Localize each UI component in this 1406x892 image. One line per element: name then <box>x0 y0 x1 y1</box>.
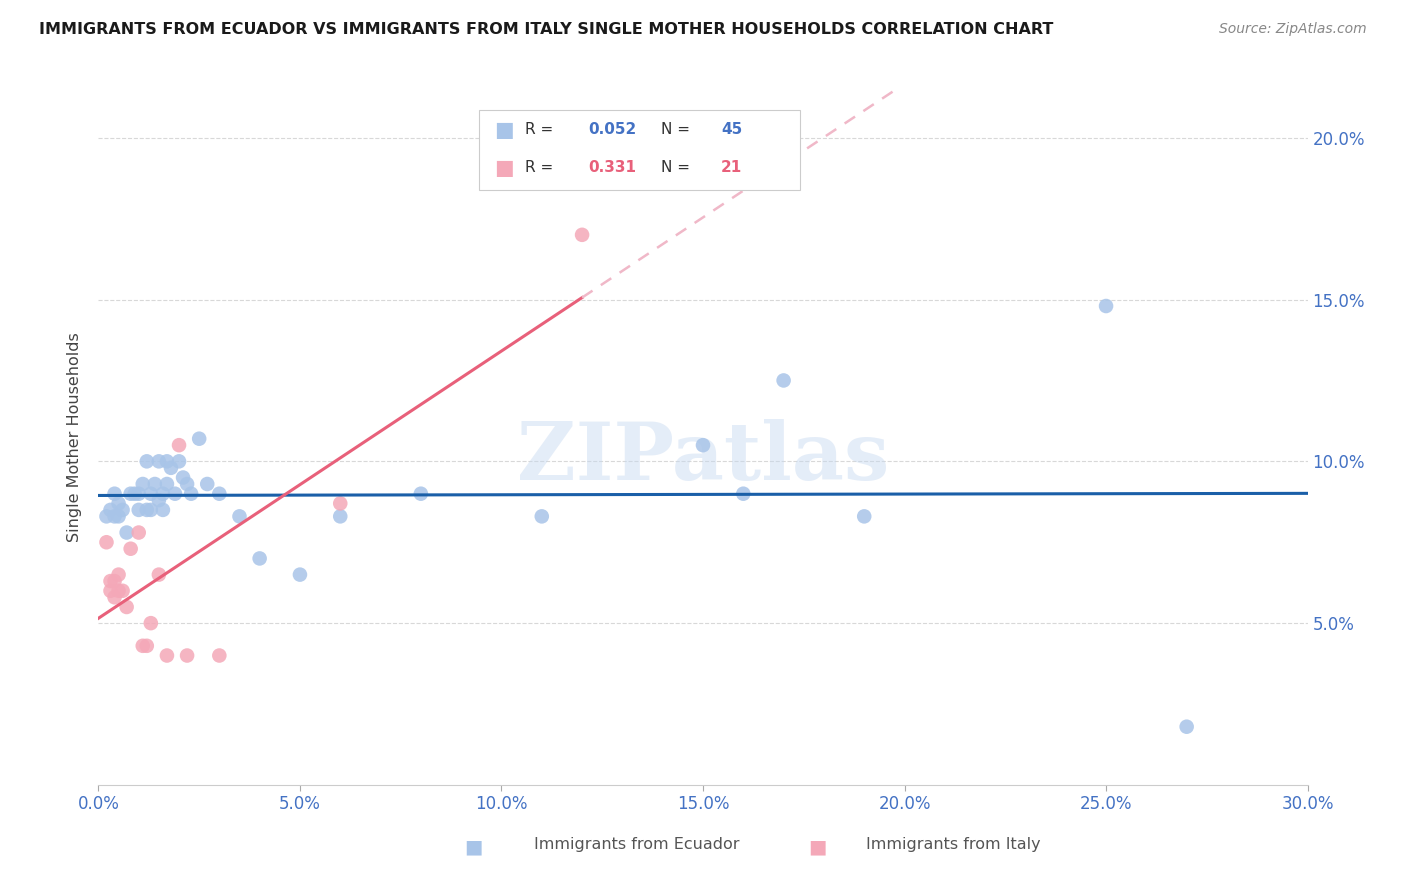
Text: ZIPatlas: ZIPatlas <box>517 419 889 497</box>
Point <box>172 470 194 484</box>
Point <box>107 496 129 510</box>
Point <box>132 477 155 491</box>
Text: Immigrants from Ecuador: Immigrants from Ecuador <box>534 837 740 852</box>
Point <box>111 503 134 517</box>
Point <box>111 583 134 598</box>
Point <box>530 509 553 524</box>
Point <box>135 503 157 517</box>
Point <box>128 525 150 540</box>
Point <box>692 438 714 452</box>
Point <box>139 503 162 517</box>
Point <box>135 454 157 468</box>
Point <box>152 503 174 517</box>
Point <box>167 438 190 452</box>
Point <box>148 493 170 508</box>
Text: N =: N = <box>661 122 690 137</box>
Point <box>208 648 231 663</box>
Point <box>128 503 150 517</box>
Point <box>329 496 352 510</box>
Point <box>228 509 250 524</box>
Point <box>188 432 211 446</box>
Point <box>132 639 155 653</box>
Point <box>100 583 122 598</box>
Point <box>135 639 157 653</box>
Text: ■: ■ <box>464 837 482 856</box>
Point <box>156 648 179 663</box>
Point <box>139 616 162 631</box>
Point <box>156 454 179 468</box>
Point <box>115 599 138 614</box>
Point <box>772 374 794 388</box>
Text: 0.052: 0.052 <box>588 122 637 137</box>
Text: ■: ■ <box>494 158 513 178</box>
Point <box>103 574 125 588</box>
Point <box>176 477 198 491</box>
Point <box>853 509 876 524</box>
Point <box>100 503 122 517</box>
Text: IMMIGRANTS FROM ECUADOR VS IMMIGRANTS FROM ITALY SINGLE MOTHER HOUSEHOLDS CORREL: IMMIGRANTS FROM ECUADOR VS IMMIGRANTS FR… <box>39 22 1053 37</box>
Point <box>571 227 593 242</box>
Point <box>128 486 150 500</box>
Point <box>208 486 231 500</box>
Point <box>176 648 198 663</box>
Point <box>124 486 146 500</box>
Point <box>143 477 166 491</box>
Point <box>107 583 129 598</box>
Y-axis label: Single Mother Households: Single Mother Households <box>67 332 83 542</box>
Point <box>103 509 125 524</box>
Point <box>195 477 218 491</box>
Point <box>139 486 162 500</box>
Point <box>103 486 125 500</box>
Text: 45: 45 <box>721 122 742 137</box>
Text: 21: 21 <box>721 161 742 176</box>
Text: 0.331: 0.331 <box>588 161 636 176</box>
Point <box>107 509 129 524</box>
Point <box>115 525 138 540</box>
Point <box>409 486 432 500</box>
Point <box>100 574 122 588</box>
Point <box>160 460 183 475</box>
Point <box>180 486 202 500</box>
Bar <box>479 110 800 190</box>
Point <box>1095 299 1118 313</box>
Point <box>96 535 118 549</box>
Text: ■: ■ <box>494 120 513 139</box>
Point <box>156 477 179 491</box>
Point <box>148 567 170 582</box>
Point <box>96 509 118 524</box>
Point <box>249 551 271 566</box>
Text: Source: ZipAtlas.com: Source: ZipAtlas.com <box>1219 22 1367 37</box>
Point <box>1175 720 1198 734</box>
Point <box>733 486 755 500</box>
Text: ■: ■ <box>808 837 827 856</box>
Text: R =: R = <box>526 161 554 176</box>
Text: R =: R = <box>526 122 554 137</box>
Text: N =: N = <box>661 161 690 176</box>
Point <box>148 454 170 468</box>
Point <box>163 486 186 500</box>
Point <box>152 486 174 500</box>
Point <box>120 541 142 556</box>
Point <box>103 591 125 605</box>
Point <box>288 567 311 582</box>
Point <box>329 509 352 524</box>
Text: Immigrants from Italy: Immigrants from Italy <box>866 837 1040 852</box>
Point <box>167 454 190 468</box>
Point <box>107 567 129 582</box>
Point <box>120 486 142 500</box>
